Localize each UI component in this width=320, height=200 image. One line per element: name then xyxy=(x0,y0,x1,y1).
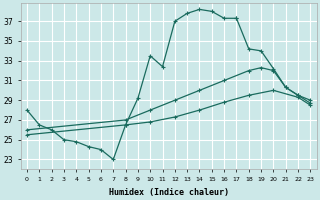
X-axis label: Humidex (Indice chaleur): Humidex (Indice chaleur) xyxy=(109,188,229,197)
